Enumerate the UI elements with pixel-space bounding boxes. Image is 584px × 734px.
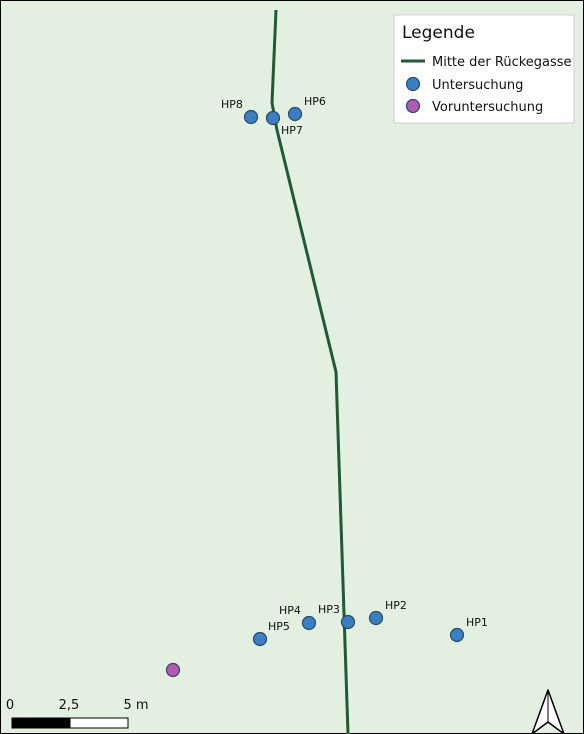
scale-tick-2-5: 2,5 [59, 698, 80, 713]
legend: Legende Mitte der Rückegasse Untersuchun… [393, 14, 575, 124]
scale-tick-5m: 5 m [123, 698, 148, 713]
legend-voruntersuchung-swatch [405, 98, 421, 114]
point-hp6-marker [287, 106, 303, 122]
point-hp7-marker [265, 110, 281, 126]
legend-box [393, 14, 575, 124]
scale-segment-white [69, 717, 129, 729]
point-hp2-marker [368, 610, 384, 626]
legend-item-trail-label: Mitte der Rückegasse [432, 55, 572, 70]
point-hp3-label: HP3 [318, 603, 340, 616]
point-hp1-marker [449, 627, 465, 643]
point-hp5-marker [252, 631, 268, 647]
point-hp3-marker [340, 614, 356, 630]
point-hp6-label: HP6 [304, 95, 326, 108]
scale-bar: 0 2,5 5 m [6, 698, 149, 729]
point-hp2-label: HP2 [385, 599, 407, 612]
north-arrow-icon [531, 689, 565, 734]
point-hp4-label: HP4 [279, 604, 301, 617]
legend-title: Legende [402, 23, 475, 43]
point-hp5-label: HP5 [268, 620, 290, 633]
scale-segment-black [11, 717, 71, 729]
point-hp8-marker [243, 109, 259, 125]
trail-centerline [270, 9, 350, 734]
scale-tick-0: 0 [6, 698, 14, 713]
survey-points: HP1 HP2 HP3 HP4 HP5 HP6 HP7 HP8 [165, 95, 488, 678]
point-hp7-label: HP7 [281, 124, 303, 137]
legend-item-untersuchung-label: Untersuchung [432, 78, 523, 93]
point-hp1-label: HP1 [466, 616, 488, 629]
legend-untersuchung-swatch [405, 76, 421, 92]
point-hp4-marker [301, 615, 317, 631]
legend-item-voruntersuchung-label: Voruntersuchung [432, 100, 543, 115]
point-voruntersuchung-marker [165, 662, 181, 678]
point-hp8-label: HP8 [221, 98, 243, 111]
